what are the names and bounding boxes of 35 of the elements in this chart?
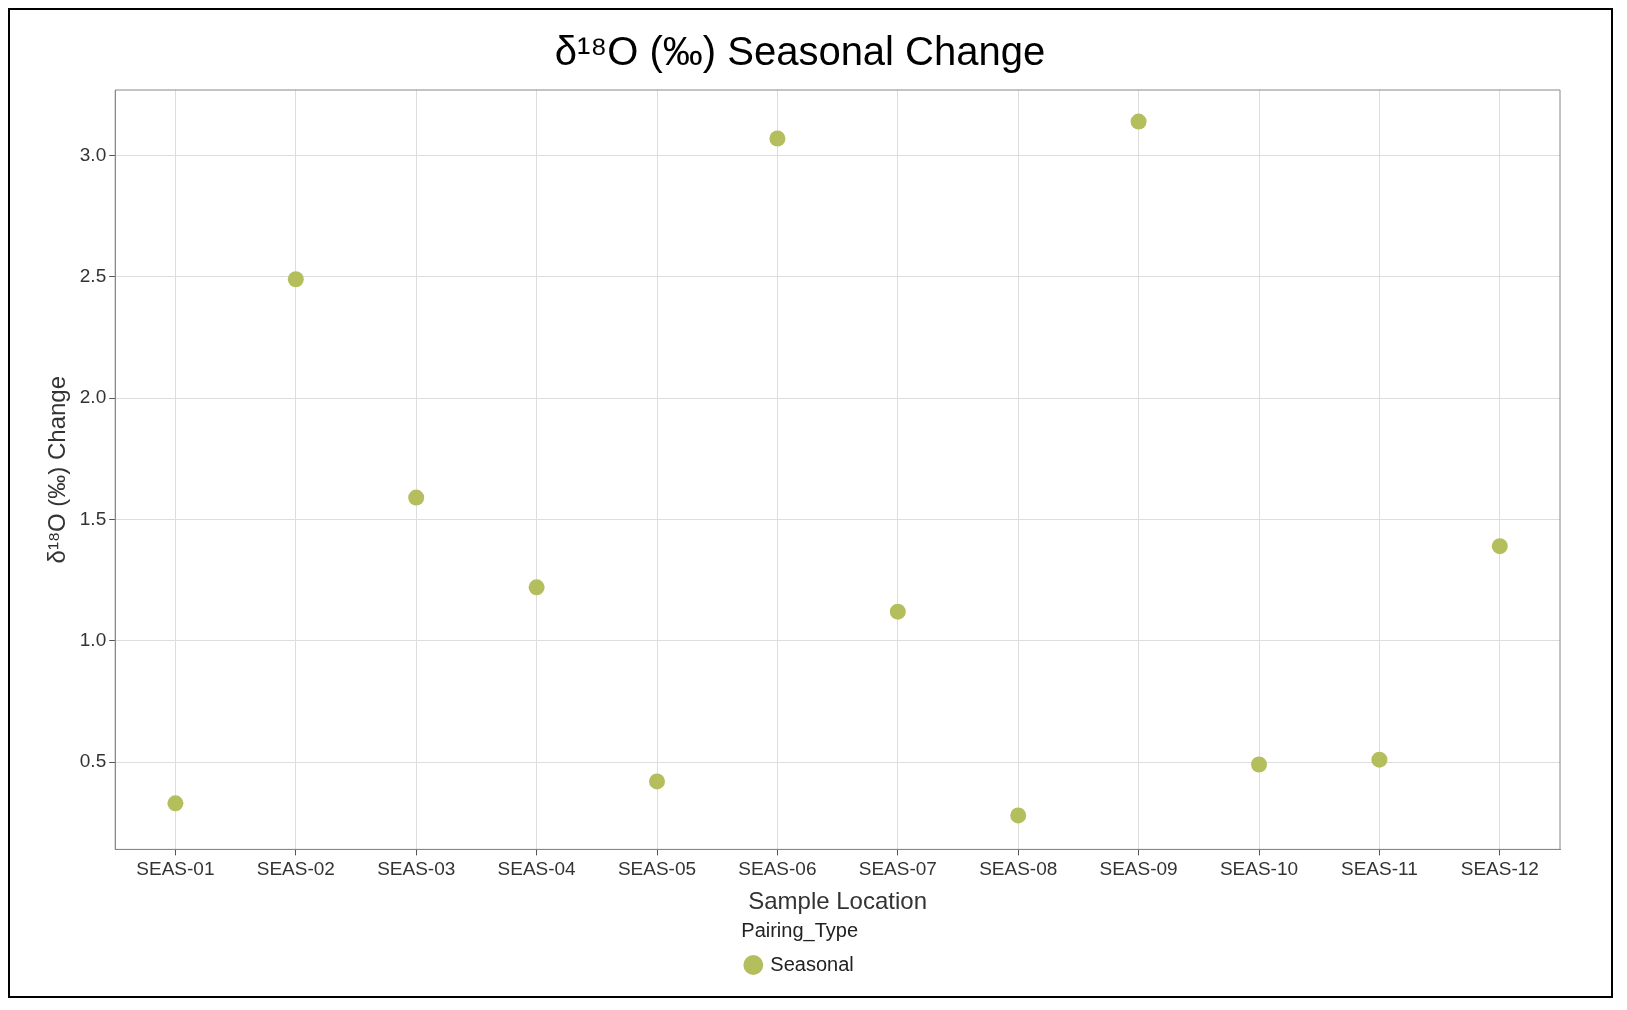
point <box>769 130 786 147</box>
x-tick-label: SEAS-11 <box>1341 858 1418 880</box>
y-tick-label: 3.0 <box>79 143 107 165</box>
x-tick-label: SEAS-06 <box>738 858 817 880</box>
x-tick-label: SEAS-07 <box>858 858 937 880</box>
point <box>1491 538 1508 555</box>
y-axis-title: δ¹⁸O (‰) Change <box>43 375 71 564</box>
legend-label: Seasonal <box>770 952 854 975</box>
y-tick-label: 1.0 <box>79 628 107 650</box>
point <box>1251 756 1267 773</box>
chart-title: δ¹⁸O (‰) Seasonal Change <box>554 29 1046 74</box>
point <box>1371 751 1388 768</box>
point <box>167 795 184 812</box>
point <box>889 603 906 620</box>
x-tick-label: SEAS-10 <box>1219 858 1299 880</box>
legend-title: Pairing_Type <box>741 918 859 942</box>
x-tick-label: SEAS-01 <box>136 858 215 880</box>
x-axis-title: Sample Location <box>748 887 927 915</box>
x-tick-label: SEAS-05 <box>617 858 697 880</box>
x-tick-label: SEAS-08 <box>979 858 1058 880</box>
y-tick-label: 2.5 <box>79 265 107 287</box>
x-tick-label: SEAS-12 <box>1460 858 1539 880</box>
point <box>408 489 425 506</box>
point <box>287 271 304 288</box>
y-tick-label: 1.5 <box>79 507 107 529</box>
x-tick-label: SEAS-02 <box>256 858 335 880</box>
y-tick-label: 2.0 <box>79 386 107 408</box>
x-tick-label: SEAS-04 <box>497 858 577 880</box>
point <box>1010 807 1027 824</box>
x-tick-label: SEAS-09 <box>1099 858 1178 880</box>
point <box>649 773 666 790</box>
point <box>528 579 545 596</box>
x-tick-label: SEAS-03 <box>377 858 456 880</box>
y-tick-label: 0.5 <box>79 750 107 772</box>
point <box>1130 113 1147 130</box>
